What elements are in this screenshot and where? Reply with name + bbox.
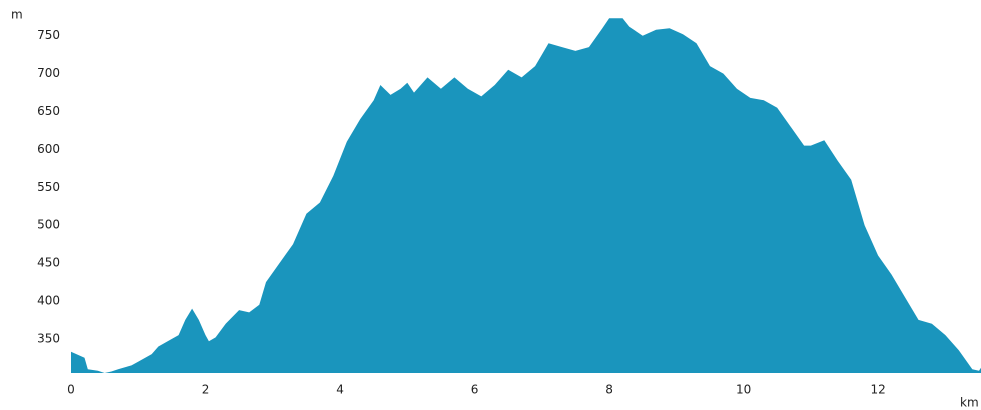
y-tick-label: 350 [37,331,60,345]
y-tick-label: 700 [37,66,60,80]
y-tick-label: 750 [37,28,60,42]
y-tick-label: 650 [37,104,60,118]
x-tick-label: 12 [870,383,885,397]
x-tick-label: 6 [471,383,479,397]
y-axis-label: m [11,8,23,22]
x-tick-label: 4 [336,383,344,397]
x-tick-label: 8 [605,383,613,397]
y-tick-label: 550 [37,180,60,194]
elevation-area [71,18,981,374]
y-tick-label: 500 [37,218,60,232]
y-tick-label: 400 [37,294,60,308]
x-axis-label: km [960,396,979,410]
x-tick-label: 2 [202,383,210,397]
x-tick-label: 10 [736,383,751,397]
y-tick-label: 450 [37,256,60,270]
y-tick-label: 600 [37,142,60,156]
x-tick-label: 0 [67,383,75,397]
